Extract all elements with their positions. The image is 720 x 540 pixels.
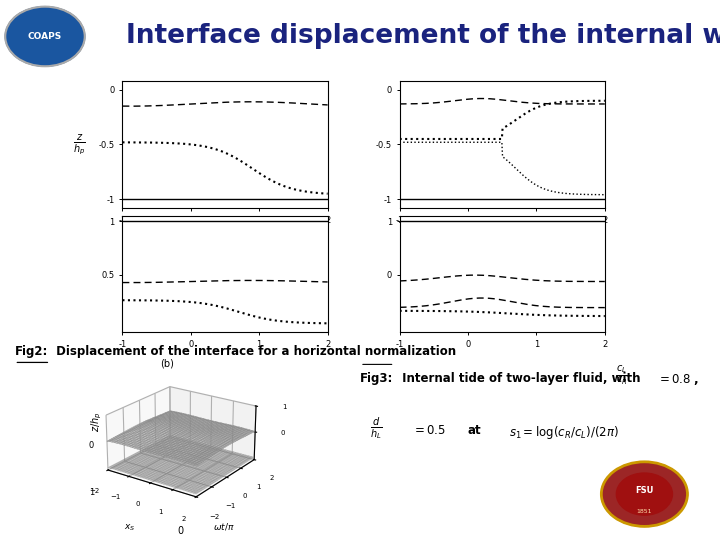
Text: Interface displacement of the internal waves: Interface displacement of the internal w…	[126, 23, 720, 50]
Text: $\omega t / \pi$: $\omega t / \pi$	[213, 521, 235, 532]
Text: Internal tide of two-layer fluid, with: Internal tide of two-layer fluid, with	[398, 372, 641, 385]
Text: FSU: FSU	[635, 486, 654, 495]
Text: $s_1 = \log(c_R / c_L)/(2\pi)$: $s_1 = \log(c_R / c_L)/(2\pi)$	[508, 424, 618, 441]
Text: $x_S$: $x_S$	[124, 522, 135, 533]
Text: 1: 1	[89, 488, 94, 497]
Text: Fig2:: Fig2:	[14, 345, 48, 358]
Y-axis label: $\frac{z}{h_p}$: $\frac{z}{h_p}$	[73, 132, 86, 157]
Text: $\frac{c_L}{c_R}$: $\frac{c_L}{c_R}$	[616, 363, 628, 387]
Text: 0: 0	[177, 526, 183, 536]
Text: $z/h_p$: $z/h_p$	[89, 411, 104, 431]
Text: $\mathbf{at}$: $\mathbf{at}$	[467, 424, 482, 437]
Text: (b): (b)	[161, 359, 174, 368]
Text: $\frac{d}{h_L}$: $\frac{d}{h_L}$	[370, 416, 382, 442]
Text: Displacement of the interface for a horizontal normalization: Displacement of the interface for a hori…	[53, 345, 456, 358]
Text: $= 0.5$: $= 0.5$	[412, 424, 446, 437]
Text: $= 0.8$ ,: $= 0.8$ ,	[657, 372, 699, 387]
Text: COAPS: COAPS	[28, 32, 62, 41]
Text: 1851: 1851	[636, 509, 652, 514]
Text: Fig3:: Fig3:	[360, 372, 393, 385]
Circle shape	[601, 462, 688, 526]
Text: 0: 0	[89, 441, 94, 450]
Circle shape	[5, 6, 85, 66]
Circle shape	[616, 473, 672, 515]
